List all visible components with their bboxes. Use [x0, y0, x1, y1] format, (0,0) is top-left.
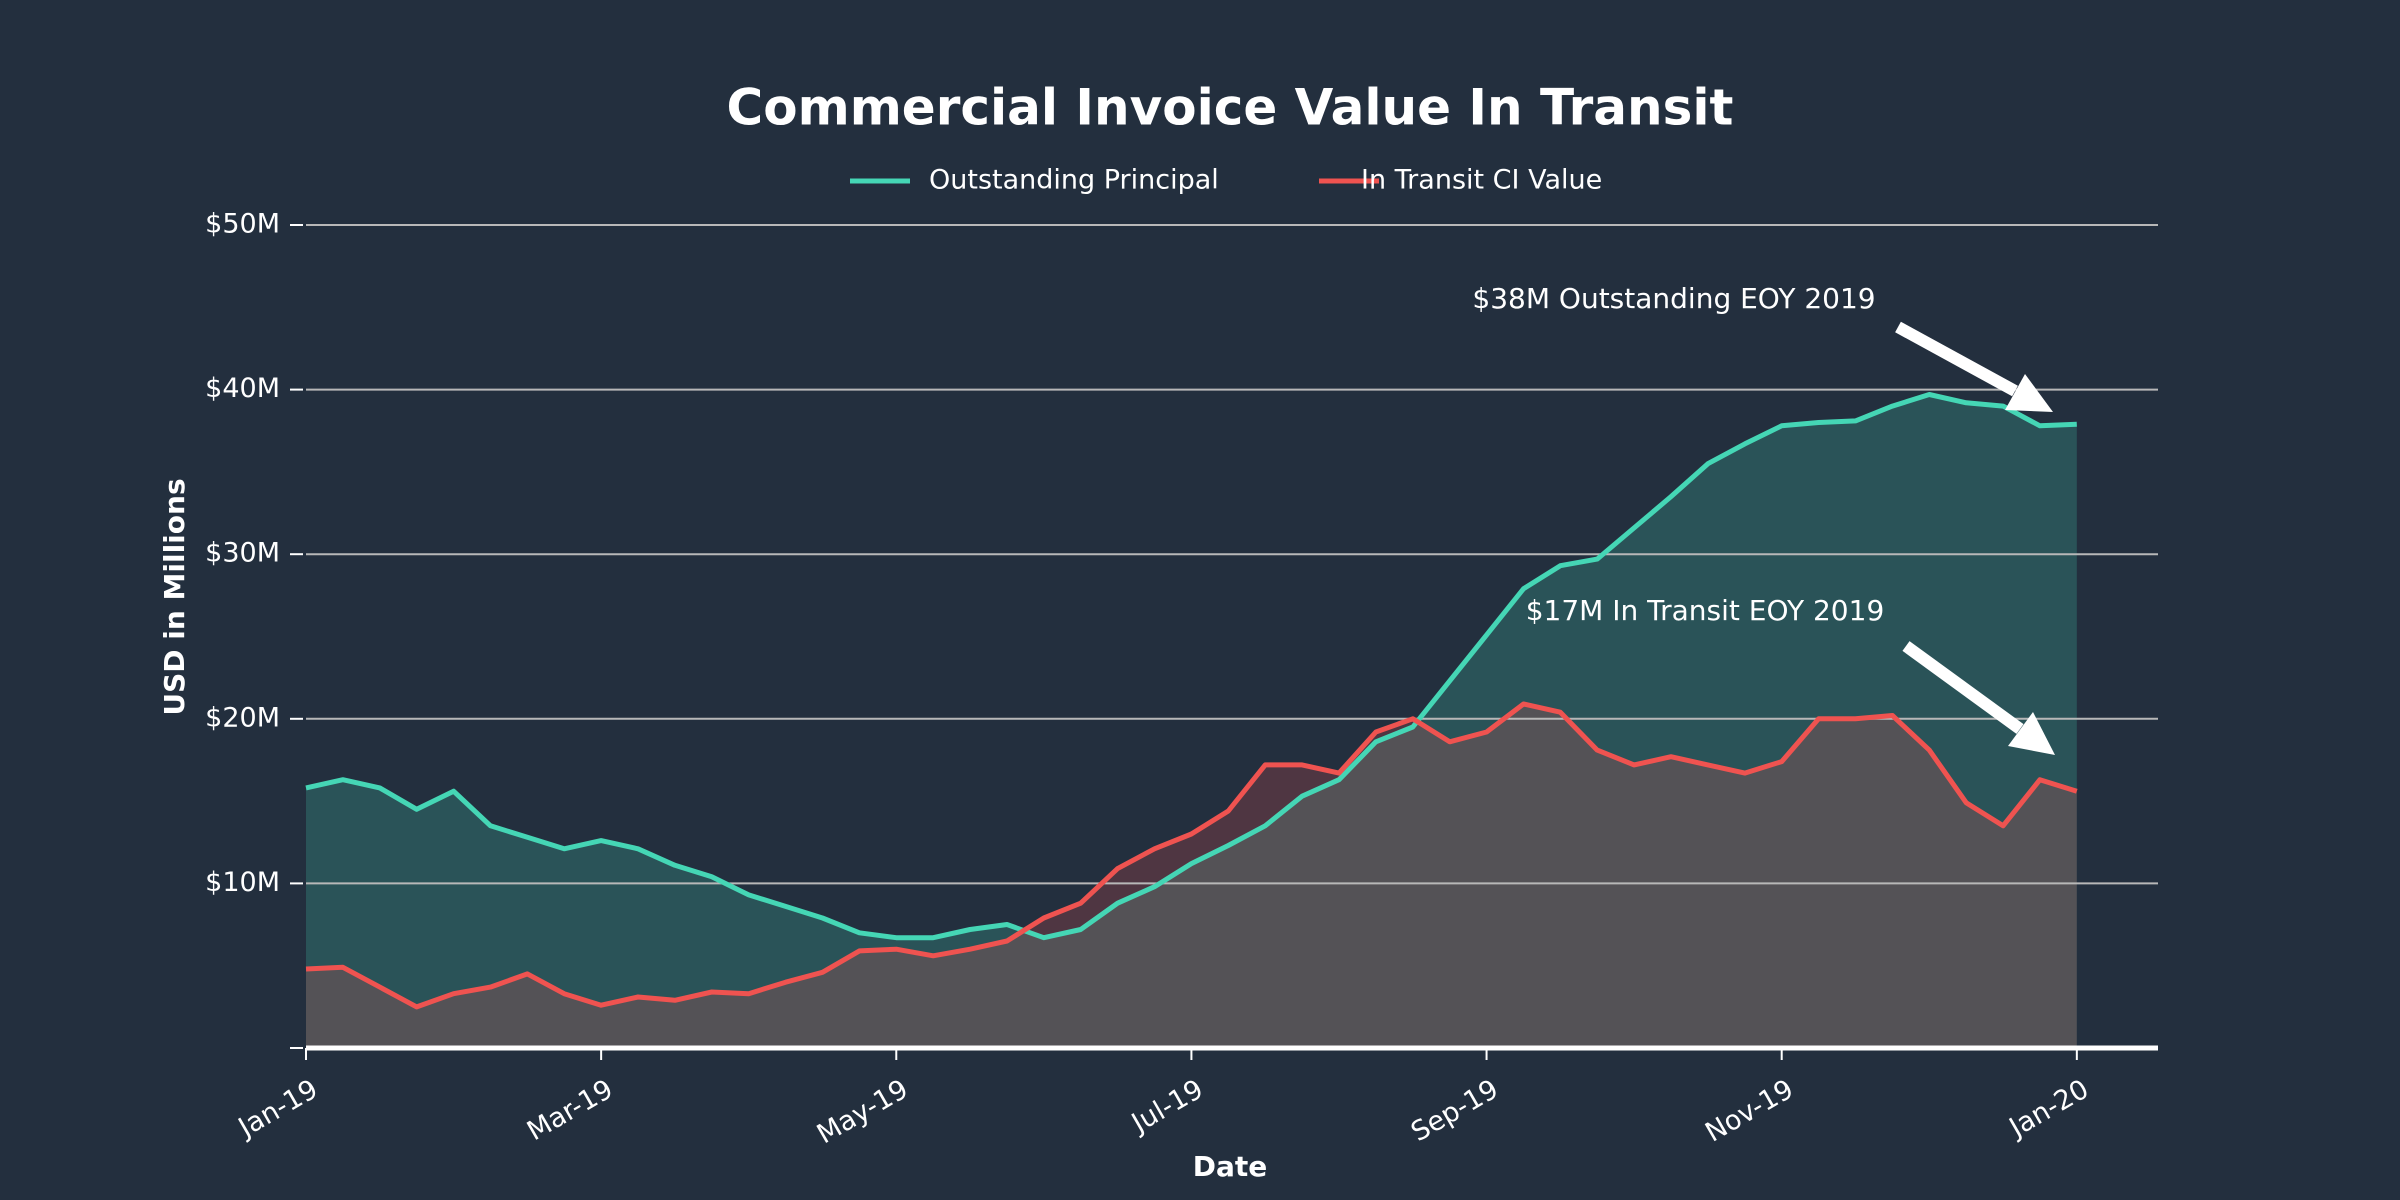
y-tick-label: $50M [205, 209, 280, 240]
chart-title: Commercial Invoice Value In Transit [727, 79, 1734, 137]
annotation: $38M Outstanding EOY 2019 [1472, 282, 1875, 315]
annotation-arrow [1902, 641, 2055, 755]
legend-label: In Transit CI Value [1361, 165, 1602, 196]
y-tick-label: $40M [205, 373, 280, 404]
y-tick-label: $30M [205, 538, 280, 569]
legend-label: Outstanding Principal [929, 165, 1219, 196]
area [306, 704, 2077, 1048]
y-tick-label: $10M [205, 867, 280, 898]
y-tick-label: $20M [205, 702, 280, 733]
line [305, 701, 2078, 1010]
area [306, 394, 2077, 1048]
x-axis-label: Date [1193, 1150, 1268, 1183]
annotation-arrow [1895, 321, 2053, 412]
areas [306, 394, 2077, 1048]
y-axis-label: USD in Millions [158, 478, 191, 715]
line [305, 392, 2077, 941]
grid: $10M $20M $30M $40M $50M [205, 209, 2158, 1049]
annotation: $17M In Transit EOY 2019 [1526, 594, 1885, 627]
